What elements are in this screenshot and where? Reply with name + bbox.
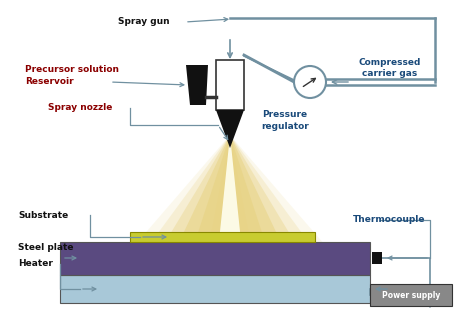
Bar bbox=[60, 275, 370, 303]
Bar bbox=[372, 252, 382, 264]
Polygon shape bbox=[164, 135, 297, 245]
Text: Thermocouple: Thermocouple bbox=[353, 215, 425, 225]
Text: Substrate: Substrate bbox=[18, 210, 68, 219]
Text: Precursor solution: Precursor solution bbox=[25, 66, 119, 74]
Polygon shape bbox=[194, 135, 266, 245]
Polygon shape bbox=[186, 65, 208, 105]
Text: Pressure
regulator: Pressure regulator bbox=[261, 110, 309, 131]
Circle shape bbox=[294, 66, 326, 98]
Text: Steel plate: Steel plate bbox=[18, 243, 73, 252]
Bar bbox=[130, 232, 315, 242]
Bar bbox=[60, 242, 370, 275]
Polygon shape bbox=[135, 135, 325, 245]
Text: Heater: Heater bbox=[18, 260, 53, 269]
Text: Compressed
carrier gas: Compressed carrier gas bbox=[359, 57, 421, 78]
Polygon shape bbox=[209, 135, 251, 245]
Polygon shape bbox=[219, 135, 241, 245]
Text: Power supply: Power supply bbox=[382, 290, 440, 299]
Text: Reservoir: Reservoir bbox=[25, 78, 73, 87]
Text: Spray nozzle: Spray nozzle bbox=[48, 104, 112, 112]
Polygon shape bbox=[149, 135, 311, 245]
Polygon shape bbox=[178, 135, 282, 245]
Text: Spray gun: Spray gun bbox=[118, 18, 170, 27]
Bar bbox=[216, 60, 244, 110]
Polygon shape bbox=[216, 110, 244, 148]
Bar bbox=[370, 284, 452, 306]
